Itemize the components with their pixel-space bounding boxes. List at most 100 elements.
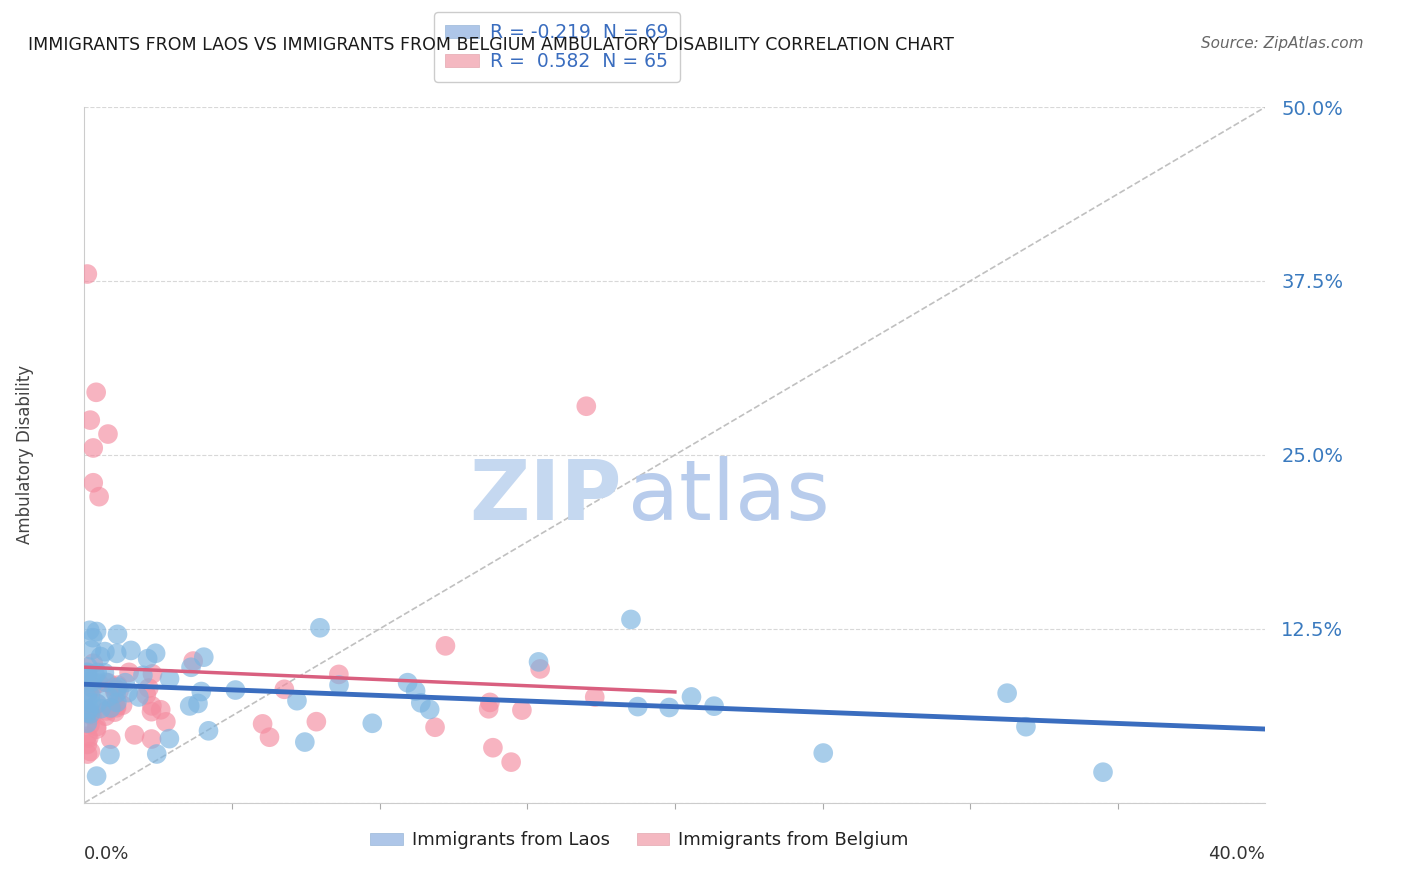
Point: [77, 685, 100, 699]
Point: [1015, 720, 1038, 734]
Point: [82, 475, 104, 490]
Point: [79, 706, 101, 721]
Point: [419, 702, 441, 716]
Point: [117, 685, 139, 699]
Point: [97, 690, 120, 704]
Point: [190, 684, 212, 698]
Point: [145, 646, 167, 660]
Point: [76, 665, 98, 680]
Point: [79, 744, 101, 758]
Point: [305, 714, 328, 729]
Point: [105, 700, 128, 714]
Text: 0.0%: 0.0%: [84, 845, 129, 863]
Point: [285, 694, 308, 708]
Point: [76, 675, 98, 690]
Point: [80, 681, 103, 695]
Point: [273, 682, 295, 697]
Point: [396, 675, 419, 690]
Point: [813, 746, 835, 760]
Point: [328, 667, 350, 681]
Point: [478, 702, 501, 716]
Point: [145, 747, 167, 761]
Point: [141, 698, 163, 713]
Point: [259, 730, 281, 744]
Point: [76, 704, 98, 718]
Point: [100, 732, 122, 747]
Point: [82, 631, 104, 645]
Point: [82, 674, 104, 689]
Point: [76, 738, 98, 752]
Point: [97, 676, 120, 690]
Point: [328, 678, 350, 692]
Point: [86, 665, 108, 680]
Point: [90, 702, 112, 716]
Point: [294, 735, 316, 749]
Point: [138, 681, 160, 695]
Point: [482, 740, 505, 755]
Point: [86, 697, 108, 711]
Point: [94, 675, 117, 690]
Point: [86, 624, 108, 639]
Point: [252, 717, 274, 731]
Point: [103, 680, 125, 694]
Point: [181, 654, 204, 668]
Text: atlas: atlas: [627, 456, 830, 537]
Point: [583, 690, 606, 704]
Point: [76, 716, 98, 731]
Point: [96, 704, 118, 718]
Point: [132, 668, 155, 682]
Point: [105, 698, 128, 713]
Point: [108, 683, 131, 698]
Point: [86, 769, 108, 783]
Point: [575, 399, 598, 413]
Point: [1092, 765, 1115, 780]
Point: [124, 728, 146, 742]
Point: [76, 666, 98, 681]
Point: [118, 665, 141, 680]
Point: [82, 681, 104, 695]
Point: [79, 413, 101, 427]
Point: [309, 621, 332, 635]
Point: [681, 690, 703, 704]
Point: [79, 624, 101, 638]
Point: [79, 706, 101, 721]
Point: [434, 639, 457, 653]
Point: [77, 702, 100, 716]
Point: [105, 646, 128, 660]
Point: [141, 705, 163, 719]
Point: [179, 698, 201, 713]
Point: [76, 747, 98, 761]
Point: [141, 732, 163, 747]
Point: [136, 651, 159, 665]
Text: Ambulatory Disability: Ambulatory Disability: [17, 366, 34, 544]
Point: [80, 708, 103, 723]
Point: [107, 678, 129, 692]
Point: [128, 690, 150, 704]
Point: [107, 680, 129, 694]
Point: [94, 644, 117, 658]
Point: [995, 686, 1018, 700]
Point: [76, 691, 98, 706]
Point: [627, 699, 650, 714]
Point: [94, 709, 117, 723]
Point: [76, 729, 98, 743]
Point: [80, 643, 103, 657]
Text: IMMIGRANTS FROM LAOS VS IMMIGRANTS FROM BELGIUM AMBULATORY DISABILITY CORRELATIO: IMMIGRANTS FROM LAOS VS IMMIGRANTS FROM …: [28, 36, 955, 54]
Point: [97, 427, 120, 442]
Point: [89, 649, 111, 664]
Point: [77, 660, 100, 674]
Point: [105, 695, 128, 709]
Point: [79, 678, 101, 692]
Point: [193, 650, 215, 665]
Point: [180, 660, 202, 674]
Point: [409, 696, 432, 710]
Point: [84, 667, 107, 681]
Point: [135, 688, 157, 702]
Point: [76, 668, 98, 682]
Point: [149, 703, 172, 717]
Text: 40.0%: 40.0%: [1209, 845, 1265, 863]
Point: [197, 723, 219, 738]
Point: [405, 684, 427, 698]
Point: [93, 665, 115, 680]
Point: [101, 700, 124, 714]
